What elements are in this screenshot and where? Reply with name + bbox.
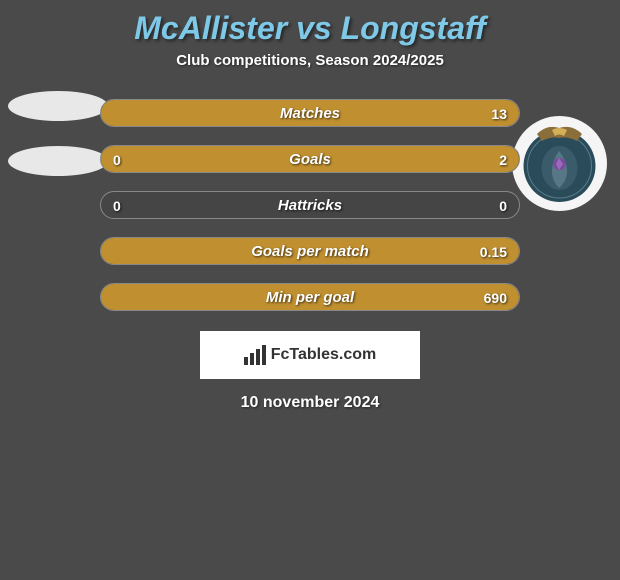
- stats-area: Matches13Goals02Hattricks00Goals per mat…: [0, 99, 620, 311]
- club-crest-icon: [512, 116, 607, 211]
- stat-row: Matches13: [100, 99, 520, 127]
- stat-value-right: 690: [484, 284, 507, 311]
- stat-label: Goals per match: [101, 238, 519, 265]
- stat-label: Hattricks: [101, 192, 519, 219]
- stat-row: Min per goal690: [100, 283, 520, 311]
- stat-value-left: 0: [113, 146, 121, 173]
- player2-club-logo: [512, 116, 607, 211]
- stat-value-right: 2: [499, 146, 507, 173]
- player1-head-placeholder: [8, 91, 108, 121]
- player2-avatar-area: [512, 91, 612, 191]
- stat-row: Goals0 2: [100, 145, 520, 173]
- stat-value-left: 0: [113, 192, 121, 219]
- player2-name: Longstaff: [341, 10, 486, 46]
- brand-text: FcTables.com: [271, 346, 377, 364]
- page-title: McAllister vs Longstaff: [134, 10, 485, 46]
- player1-avatar-area: [8, 91, 108, 191]
- vs-text: vs: [296, 10, 332, 46]
- stat-label: Min per goal: [101, 284, 519, 311]
- player1-club-placeholder: [8, 146, 108, 176]
- title-area: McAllister vs Longstaff: [0, 0, 620, 52]
- stats-list: Matches13Goals02Hattricks00Goals per mat…: [100, 99, 520, 311]
- chart-icon: [244, 345, 266, 365]
- subtitle-text: Club competitions, Season 2024/2025: [0, 52, 620, 69]
- stat-value-right: 0: [499, 192, 507, 219]
- player1-name: McAllister: [134, 10, 287, 46]
- stat-value-right: 0.15: [480, 238, 507, 265]
- stat-row: Hattricks0 0: [100, 191, 520, 219]
- stat-row: Goals per match0.15: [100, 237, 520, 265]
- footer-date: 10 november 2024: [0, 394, 620, 412]
- stat-label: Goals: [101, 146, 519, 173]
- comparison-widget: McAllister vs Longstaff Club competition…: [0, 0, 620, 412]
- stat-label: Matches: [101, 100, 519, 127]
- brand-logo[interactable]: FcTables.com: [200, 331, 420, 379]
- stat-value-right: 13: [491, 100, 507, 127]
